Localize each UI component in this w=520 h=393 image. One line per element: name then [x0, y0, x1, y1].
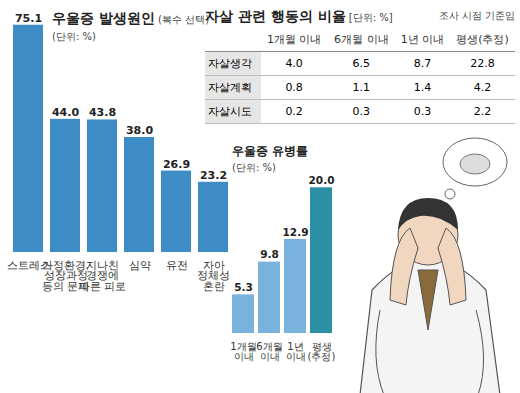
svg-text:지나친경쟁에따른 피로: 지나친경쟁에따른 피로: [79, 259, 126, 292]
svg-text:75.1: 75.1: [15, 12, 42, 25]
svg-text:1년이내: 1년이내: [286, 341, 306, 362]
html-text:자살생각: 자살생각: [208, 57, 252, 70]
html-text:6개월 이내: 6개월 이내: [334, 33, 389, 46]
html-text:2.2: 2.2: [473, 105, 492, 118]
html-text:1.1: 1.1: [352, 81, 371, 94]
html-text:우울증 발생원인(복수 선택): 우울증 발생원인(복수 선택): [52, 10, 209, 26]
html-text:0.8: 0.8: [285, 81, 303, 94]
svg-text:9.8: 9.8: [260, 248, 279, 260]
svg-text:6개월이내: 6개월이내: [256, 341, 282, 362]
html-text:0.3: 0.3: [352, 105, 371, 118]
svg-text:43.8: 43.8: [89, 106, 116, 119]
html-text:22.8: 22.8: [470, 57, 495, 70]
html-text:자살계획: 자살계획: [208, 81, 252, 94]
svg-text:44.0: 44.0: [52, 106, 79, 119]
html-text:성장과정: 성장과정: [43, 269, 88, 282]
svg-text:20.0: 20.0: [309, 174, 335, 186]
html-text:평생(추정): 평생(추정): [456, 33, 509, 46]
svg-text:스트레스: 스트레스: [6, 259, 51, 271]
html-text:0.2: 0.2: [285, 105, 303, 118]
html-text:4.0: 4.0: [285, 57, 303, 70]
svg-text:심약: 심약: [129, 259, 151, 271]
html-text:6.5: 6.5: [352, 57, 371, 70]
html-text:4.2: 4.2: [473, 81, 492, 94]
html-text:우울증 유병률: 우울증 유병률: [232, 144, 309, 158]
svg-text:평생(추정): 평생(추정): [308, 341, 336, 362]
html-text:(단위: %): (단위: %): [232, 162, 276, 173]
html-text:등의 문제: 등의 문제: [41, 280, 90, 292]
html-text:(단위: %): (단위: %): [52, 31, 96, 42]
svg-text:26.9: 26.9: [163, 158, 190, 171]
html-text:가정환경,: 가정환경,: [41, 259, 90, 271]
svg-text:12.9: 12.9: [283, 226, 309, 238]
html-text:0.3: 0.3: [413, 105, 432, 118]
svg-text:38.0: 38.0: [126, 124, 153, 137]
html-text:자살 관련 행동의 비율[단위: %]: 자살 관련 행동의 비율[단위: %]: [205, 8, 393, 24]
html-text:조사 시점 기준임: 조사 시점 기준임: [438, 10, 515, 21]
svg-text:유전: 유전: [166, 259, 188, 271]
html-text:1년 이내: 1년 이내: [400, 33, 445, 46]
html-text:8.7: 8.7: [413, 57, 432, 70]
html-text:자살시도: 자살시도: [208, 105, 252, 118]
svg-text:5.3: 5.3: [234, 281, 253, 293]
html-text:1개월 이내: 1개월 이내: [266, 33, 322, 46]
svg-text:1개월이내: 1개월이내: [230, 341, 256, 362]
svg-text:23.2: 23.2: [200, 169, 227, 182]
html-text:1.4: 1.4: [413, 81, 432, 94]
svg-text:자아정체성혼란: 자아정체성혼란: [197, 259, 230, 292]
